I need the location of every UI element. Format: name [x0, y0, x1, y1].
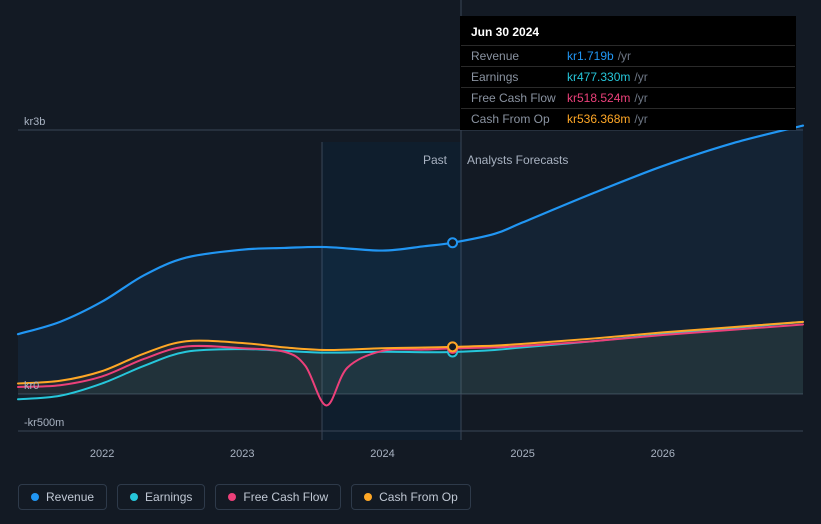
legend: Revenue Earnings Free Cash Flow Cash From O… — [18, 484, 471, 510]
y-axis-label: -kr500m — [24, 417, 64, 429]
legend-item-cfo[interactable]: Cash From Op — [351, 484, 471, 510]
tooltip-row-value: kr536.368m — [567, 112, 630, 126]
legend-label: Cash From Op — [379, 490, 458, 504]
legend-item-fcf[interactable]: Free Cash Flow — [215, 484, 341, 510]
tooltip-date: Jun 30 2024 — [461, 21, 795, 45]
hover-marker-revenue — [448, 238, 457, 247]
tooltip-row-label: Cash From Op — [471, 112, 567, 126]
x-axis-label: 2026 — [651, 448, 675, 460]
x-axis-label: 2023 — [230, 448, 254, 460]
tooltip-row-value: kr1.719b — [567, 49, 614, 63]
legend-label: Free Cash Flow — [243, 490, 328, 504]
legend-item-earnings[interactable]: Earnings — [117, 484, 205, 510]
legend-dot — [130, 493, 138, 501]
tooltip-row: Free Cash Flowkr518.524m/yr — [461, 87, 795, 108]
legend-dot — [228, 493, 236, 501]
tooltip-row: Revenuekr1.719b/yr — [461, 45, 795, 66]
legend-dot — [364, 493, 372, 501]
x-axis-label: 2025 — [510, 448, 534, 460]
legend-label: Earnings — [145, 490, 192, 504]
tooltip-row: Earningskr477.330m/yr — [461, 66, 795, 87]
tooltip-row-unit: /yr — [634, 70, 647, 84]
forecast-region-label: Analysts Forecasts — [467, 153, 568, 167]
legend-item-revenue[interactable]: Revenue — [18, 484, 107, 510]
tooltip-row-unit: /yr — [634, 91, 647, 105]
tooltip-row: Cash From Opkr536.368m/yr — [461, 108, 795, 129]
legend-label: Revenue — [46, 490, 94, 504]
tooltip-row-unit: /yr — [634, 112, 647, 126]
past-region-label: Past — [423, 153, 447, 167]
hover-marker-cfo — [448, 342, 457, 351]
legend-dot — [31, 493, 39, 501]
y-axis-label: kr0 — [24, 380, 39, 392]
tooltip-row-value: kr518.524m — [567, 91, 630, 105]
tooltip-row-label: Earnings — [471, 70, 567, 84]
x-axis-label: 2022 — [90, 448, 114, 460]
tooltip-row-value: kr477.330m — [567, 70, 630, 84]
hover-tooltip: Jun 30 2024 Revenuekr1.719b/yrEarningskr… — [460, 16, 796, 130]
x-axis-label: 2024 — [370, 448, 394, 460]
tooltip-row-label: Revenue — [471, 49, 567, 63]
y-axis-label: kr3b — [24, 116, 45, 128]
tooltip-row-label: Free Cash Flow — [471, 91, 567, 105]
tooltip-row-unit: /yr — [618, 49, 631, 63]
